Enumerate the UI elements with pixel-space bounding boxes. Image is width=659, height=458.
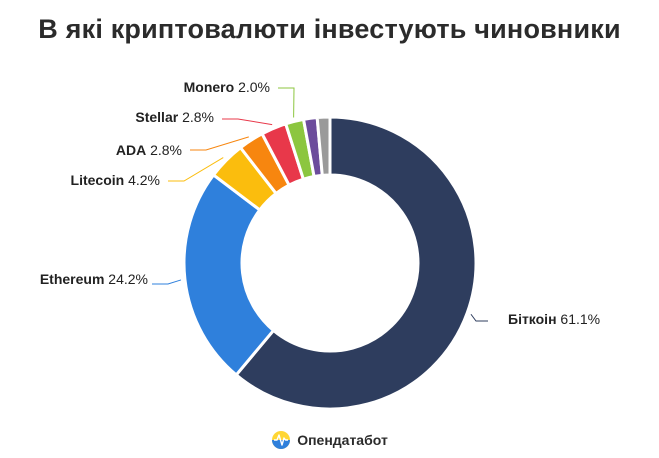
leader-line-ethereum [152,279,182,285]
donut-chart: Біткоін 61.1% Ethereum 24.2% Litecoin 4.2%… [40,79,600,411]
data-label-litecoin: Litecoin 4.2% [71,172,160,188]
leader-line-litecoin [168,157,224,182]
leader-line-біткоін [470,313,488,322]
data-label-stellar: Stellar 2.8% [135,109,214,125]
opendatabot-logo-icon [272,431,291,449]
slice-ethereum [182,173,275,377]
leader-line-ada [190,136,249,151]
slice-unlabeled-7 [315,115,332,177]
data-label-monero: Monero 2.0% [184,79,270,95]
brand-name: Опендатабот [297,432,388,448]
slice-біткоін [234,115,478,411]
data-label-ethereum: Ethereum 24.2% [40,271,148,287]
leader-line-monero [278,87,295,118]
footer-brand: Опендатабот [0,430,659,450]
chart-title: В які криптовалюти інвестують чиновники [38,14,621,44]
leader-line-stellar [222,118,273,126]
data-label-біткоін: Біткоін 61.1% [508,311,600,327]
data-label-ada: ADA 2.8% [116,142,182,158]
